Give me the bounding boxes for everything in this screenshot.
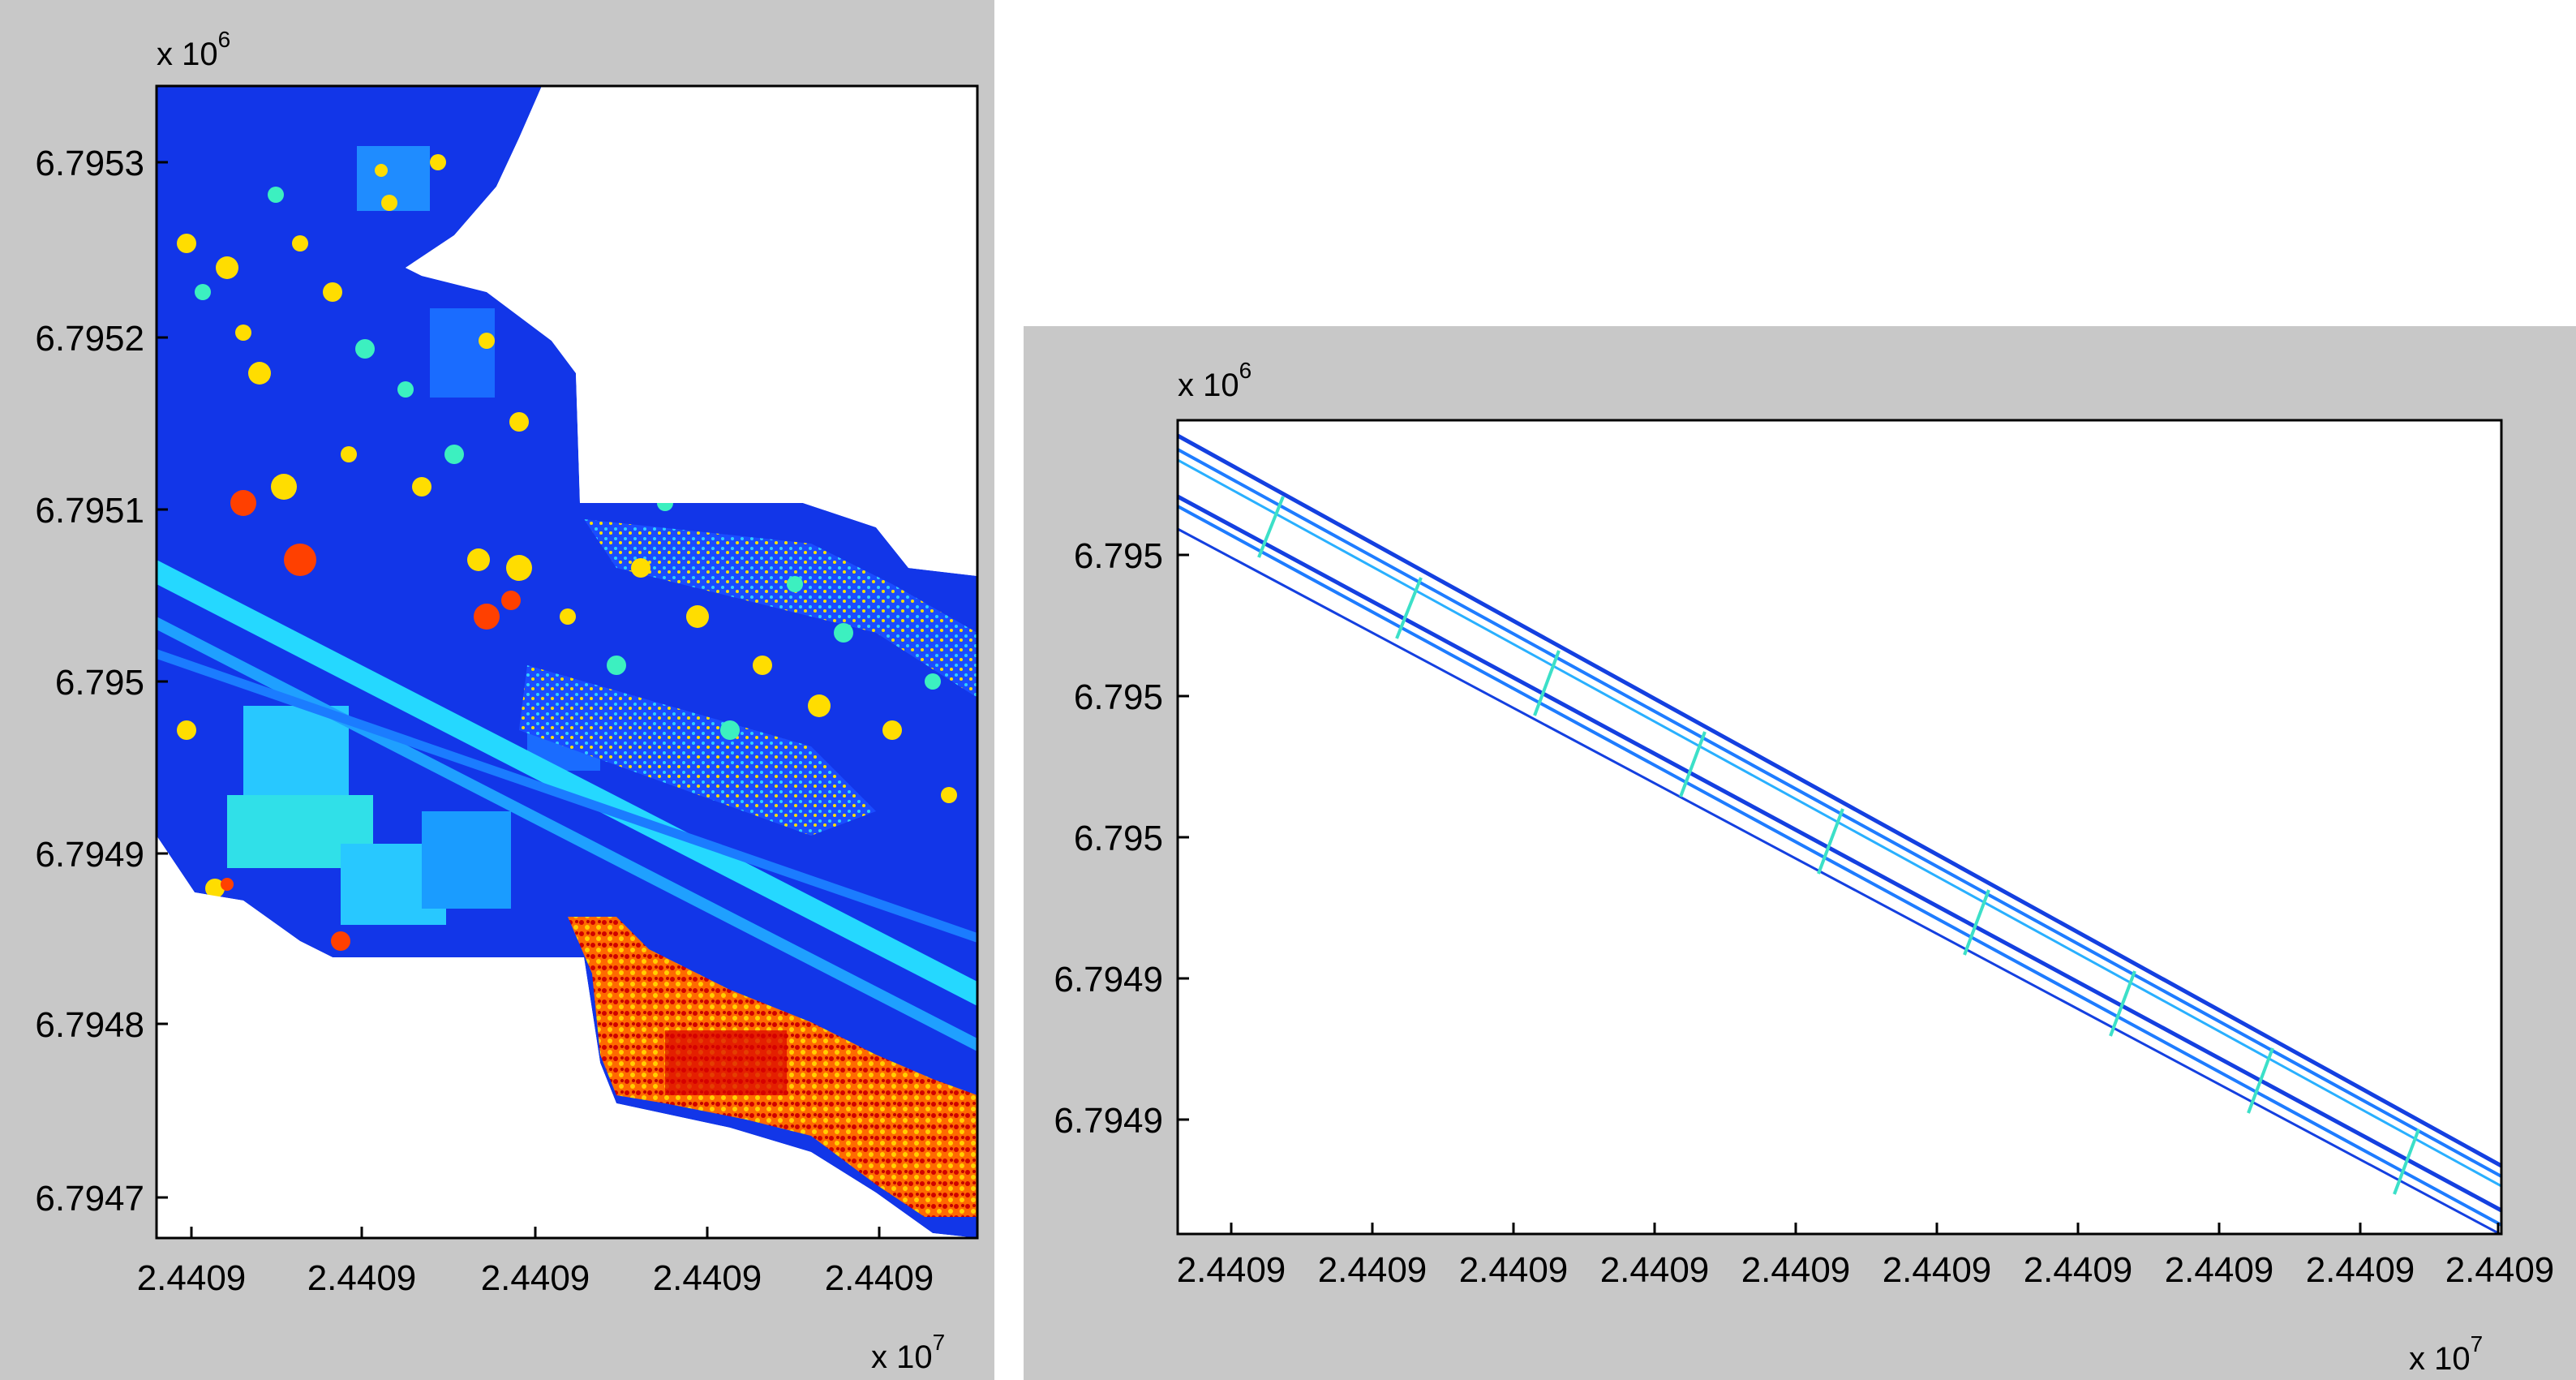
right-y-tick-label: 6.7949 (1054, 1101, 1163, 1141)
left-plot: 6.7953 6.7952 6.7951 6.795 6.7949 6.7948… (35, 27, 979, 1375)
left-y-tick-label: 6.7949 (35, 835, 144, 875)
left-y-multiplier: x 106 (157, 27, 230, 72)
left-y-tick-label: 6.7951 (35, 491, 144, 531)
right-x-tick-label: 2.4409 (2306, 1250, 2415, 1290)
left-y-tick-label: 6.7948 (35, 1005, 144, 1045)
right-y-tick-label: 6.795 (1074, 819, 1163, 858)
right-x-tick-label: 2.4409 (1883, 1250, 1992, 1290)
right-x-tick-label: 2.4409 (2024, 1250, 2133, 1290)
right-y-multiplier: x 106 (1178, 358, 1252, 403)
left-y-tick-label: 6.7953 (35, 144, 144, 183)
left-y-tick-label: 6.7952 (35, 319, 144, 359)
right-axes-frame (1176, 419, 2503, 1236)
right-x-multiplier: x 107 (2409, 1331, 2483, 1377)
left-x-tick-label: 2.4409 (825, 1258, 934, 1298)
right-x-tick-label: 2.4409 (1600, 1250, 1710, 1290)
left-x-multiplier: x 107 (871, 1330, 945, 1375)
left-figure-panel: 6.7953 6.7952 6.7951 6.795 6.7949 6.7948… (0, 0, 994, 1380)
right-axes-area (1178, 420, 2501, 1234)
left-lidar-map (157, 86, 977, 1238)
left-x-tick-label: 2.4409 (137, 1258, 247, 1298)
right-x-tick-label: 2.4409 (1741, 1250, 1851, 1290)
left-y-tick-label: 6.7947 (35, 1179, 144, 1219)
left-x-tick-label: 2.4409 (481, 1258, 590, 1298)
left-x-tick-label: 2.4409 (307, 1258, 417, 1298)
left-y-tick-label: 6.795 (55, 663, 144, 703)
right-figure-panel: 6.795 6.795 6.795 6.7949 6.7949 2.4409 2… (1024, 326, 2576, 1380)
right-x-tick-label: 2.4409 (1177, 1250, 1286, 1290)
left-axes-frame (155, 84, 979, 1240)
right-y-tick-label: 6.795 (1074, 536, 1163, 576)
right-x-tick-label: 2.4409 (1459, 1250, 1569, 1290)
right-y-tick-label: 6.795 (1074, 677, 1163, 717)
left-x-tick-label: 2.4409 (653, 1258, 762, 1298)
right-strip-lines (1178, 433, 2501, 1234)
right-x-tick-label: 2.4409 (2445, 1250, 2555, 1290)
right-x-tick-label: 2.4409 (1318, 1250, 1428, 1290)
right-x-tick-label: 2.4409 (2165, 1250, 2274, 1290)
right-y-tick-label: 6.7949 (1054, 960, 1163, 1000)
right-plot: 6.795 6.795 6.795 6.7949 6.7949 2.4409 2… (1054, 358, 2555, 1377)
